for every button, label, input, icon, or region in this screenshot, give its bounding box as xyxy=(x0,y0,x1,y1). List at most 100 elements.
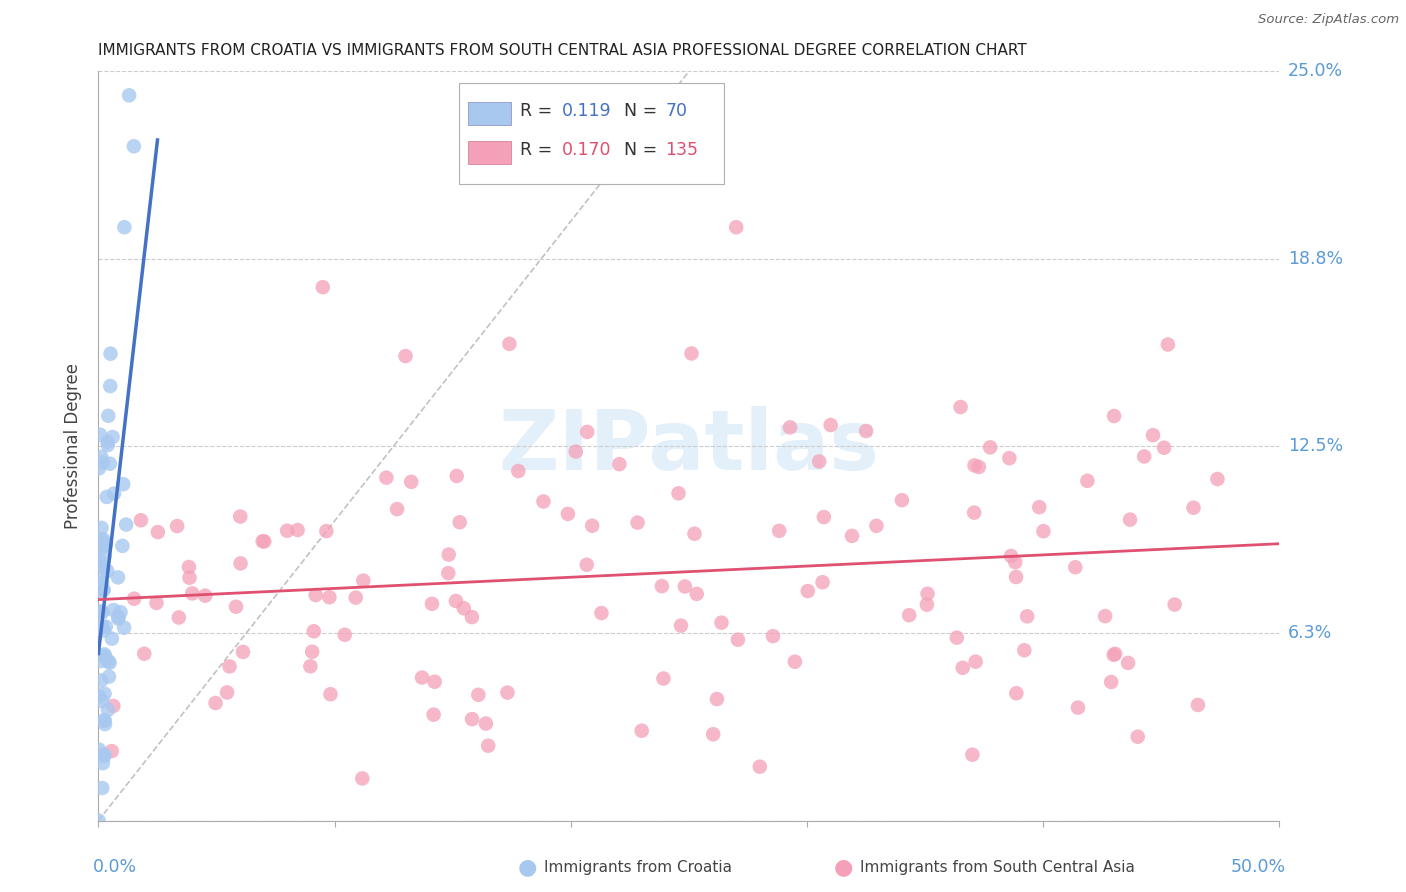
Point xyxy=(91,575,114,590)
Point xyxy=(93,624,115,638)
Point xyxy=(1005,686,1028,700)
Point xyxy=(177,560,200,574)
Point xyxy=(194,589,217,603)
Point xyxy=(423,674,446,689)
Point xyxy=(110,605,132,619)
Text: ●: ● xyxy=(517,857,537,877)
Point xyxy=(118,88,141,103)
Point xyxy=(218,659,240,673)
Point xyxy=(498,336,520,351)
Point xyxy=(446,469,468,483)
Point xyxy=(1163,598,1185,612)
Text: 6.3%: 6.3% xyxy=(1288,624,1331,642)
Point xyxy=(811,575,834,590)
Point xyxy=(917,587,939,601)
Point xyxy=(93,714,115,728)
Point xyxy=(565,444,588,458)
Text: Immigrants from Croatia: Immigrants from Croatia xyxy=(544,860,733,874)
Point xyxy=(581,518,603,533)
Point xyxy=(385,502,408,516)
Point xyxy=(915,598,938,612)
Point xyxy=(93,687,115,701)
Point xyxy=(591,606,613,620)
Text: 12.5%: 12.5% xyxy=(1288,437,1343,455)
Point xyxy=(437,548,460,562)
Point xyxy=(865,518,887,533)
Point xyxy=(808,454,831,468)
Point xyxy=(122,139,145,153)
Point xyxy=(1133,450,1156,464)
Text: 25.0%: 25.0% xyxy=(1288,62,1343,80)
Point xyxy=(444,594,467,608)
Point xyxy=(93,747,115,762)
Point xyxy=(813,510,835,524)
Point xyxy=(702,727,724,741)
Text: Source: ZipAtlas.com: Source: ZipAtlas.com xyxy=(1258,13,1399,27)
Point xyxy=(651,579,673,593)
Point xyxy=(276,524,298,538)
Point xyxy=(90,574,112,588)
Point xyxy=(1014,643,1036,657)
Point xyxy=(1116,656,1139,670)
Point xyxy=(352,772,374,786)
Point xyxy=(1017,609,1039,624)
Point xyxy=(89,621,111,635)
Point xyxy=(422,707,444,722)
Point xyxy=(122,591,145,606)
Point xyxy=(576,425,599,439)
Point xyxy=(305,588,328,602)
Point xyxy=(101,632,124,646)
Point xyxy=(681,346,703,360)
Point xyxy=(134,647,156,661)
Point xyxy=(91,455,114,469)
Point xyxy=(101,430,124,444)
Point xyxy=(94,714,117,728)
Point xyxy=(609,457,631,471)
Point xyxy=(575,558,598,572)
Point xyxy=(107,570,129,584)
Point xyxy=(103,698,125,713)
Point xyxy=(686,587,709,601)
Point xyxy=(626,516,648,530)
Point xyxy=(93,540,115,554)
Point xyxy=(1064,560,1087,574)
Point xyxy=(475,716,498,731)
Point xyxy=(87,814,110,828)
Text: ●: ● xyxy=(834,857,853,877)
Point xyxy=(394,349,416,363)
Point xyxy=(683,526,706,541)
Point xyxy=(107,610,129,624)
Point xyxy=(232,645,254,659)
Point xyxy=(1142,428,1164,442)
Point xyxy=(449,515,471,529)
Point xyxy=(166,519,188,533)
Text: R =: R = xyxy=(520,102,558,120)
Point xyxy=(533,494,555,508)
Point xyxy=(90,654,112,668)
Point xyxy=(979,441,1001,455)
Point xyxy=(93,560,115,574)
Point xyxy=(673,580,696,594)
Text: N =: N = xyxy=(624,141,662,159)
Point xyxy=(411,671,433,685)
Point xyxy=(725,220,748,235)
Point xyxy=(91,780,114,795)
Point xyxy=(287,523,309,537)
Point xyxy=(229,557,252,571)
Text: R =: R = xyxy=(520,141,558,159)
Point xyxy=(630,723,652,738)
Point xyxy=(437,566,460,581)
Point xyxy=(315,524,337,538)
Point xyxy=(1028,500,1050,515)
Point xyxy=(669,618,692,632)
Point xyxy=(841,529,863,543)
Point xyxy=(333,628,356,642)
Point xyxy=(998,451,1021,466)
Point xyxy=(90,450,112,464)
Point xyxy=(93,549,115,564)
Point xyxy=(87,742,110,756)
Point xyxy=(1126,730,1149,744)
Point xyxy=(496,685,519,699)
Point xyxy=(762,629,785,643)
Text: 0.0%: 0.0% xyxy=(93,858,136,876)
